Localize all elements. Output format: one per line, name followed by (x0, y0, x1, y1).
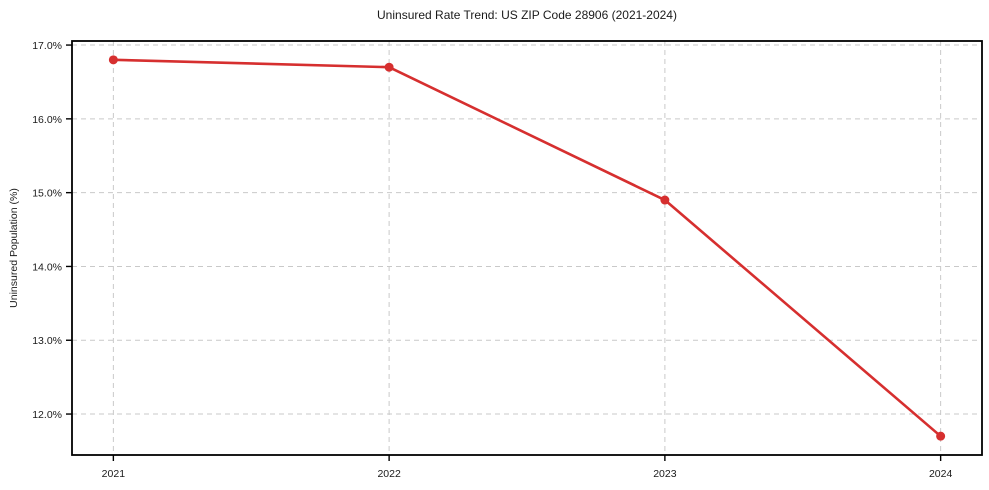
y-tick-label: 14.0% (32, 261, 62, 273)
plot-border (71, 40, 983, 456)
y-tick-label: 13.0% (32, 335, 62, 347)
chart-title: Uninsured Rate Trend: US ZIP Code 28906 … (377, 8, 677, 22)
y-tick-label: 17.0% (32, 40, 62, 52)
x-tick-label: 2024 (929, 468, 953, 480)
y-tick-label: 12.0% (32, 409, 62, 421)
y-tick-label: 16.0% (32, 114, 62, 126)
trend-line (112, 58, 942, 438)
data-point (384, 62, 394, 72)
x-tick-label: 2022 (377, 468, 401, 480)
x-tick-label: 2023 (653, 468, 677, 480)
x-tick-label: 2021 (102, 468, 126, 480)
y-tick-label: 15.0% (32, 188, 62, 200)
data-point (108, 55, 118, 65)
data-point (660, 195, 670, 205)
data-point (936, 431, 946, 441)
